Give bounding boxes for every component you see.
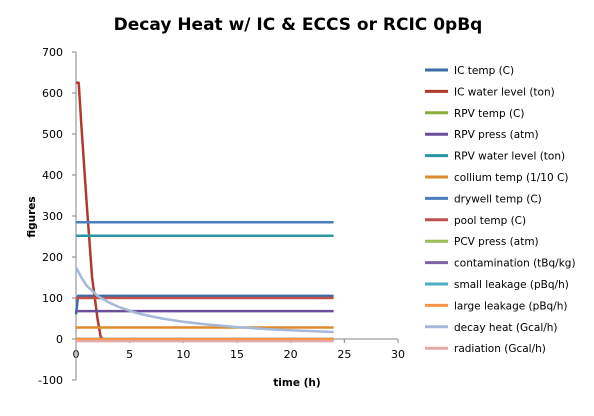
series-line (74, 294, 334, 315)
y-tick-label: -100 (38, 374, 63, 387)
series-lines (74, 81, 334, 343)
axes (72, 51, 399, 381)
y-tick-label: 500 (42, 128, 63, 141)
y-tick-label: 400 (42, 169, 63, 182)
legend-label: IC water level (ton) (454, 86, 555, 98)
legend-label: large leakage (pBq/h) (454, 300, 567, 312)
x-tick-label: 25 (337, 348, 351, 361)
y-tick-label: 0 (56, 333, 63, 346)
legend-label: contamination (tBq/kg) (454, 258, 576, 270)
y-tick-label: 300 (42, 210, 63, 223)
x-tick-label: 10 (176, 348, 190, 361)
legend-label: drywell temp (C) (454, 193, 542, 205)
y-tick-label: 700 (42, 46, 63, 59)
legend-label: small leakage (pBq/h) (454, 279, 569, 291)
series-line (74, 266, 334, 334)
legend-label: decay heat (Gcal/h) (454, 322, 558, 334)
series-line (76, 81, 104, 340)
legend-label: RPV temp (C) (454, 108, 524, 120)
legend-label: IC temp (C) (454, 65, 514, 77)
y-tick-label: 600 (42, 87, 63, 100)
y-tick-label: 200 (42, 251, 63, 264)
x-tick-label: 5 (126, 348, 133, 361)
x-tick-label: 15 (230, 348, 244, 361)
legend-label: pool temp (C) (454, 215, 526, 227)
x-tick-label: 30 (391, 348, 405, 361)
y-tick-labels: -100 0 100 200 300 400 500 600 700 (38, 46, 63, 387)
legend-label: RPV water level (ton) (454, 151, 565, 163)
legend-label: collium temp (1/10 C) (454, 172, 568, 184)
legend-label: radiation (Gcal/h) (454, 343, 546, 355)
y-axis-label: figures (26, 196, 38, 237)
x-axis-label: time (h) (273, 377, 320, 389)
legend-label: RPV press (atm) (454, 129, 539, 141)
legend-label: PCV press (atm) (454, 236, 539, 248)
x-tick-label: 20 (284, 348, 298, 361)
y-tick-label: 100 (42, 292, 63, 305)
chart-title: Decay Heat w/ IC & ECCS or RCIC 0pBq (114, 15, 483, 35)
legend: IC temp (C) IC water level (ton) RPV temp … (425, 65, 576, 355)
